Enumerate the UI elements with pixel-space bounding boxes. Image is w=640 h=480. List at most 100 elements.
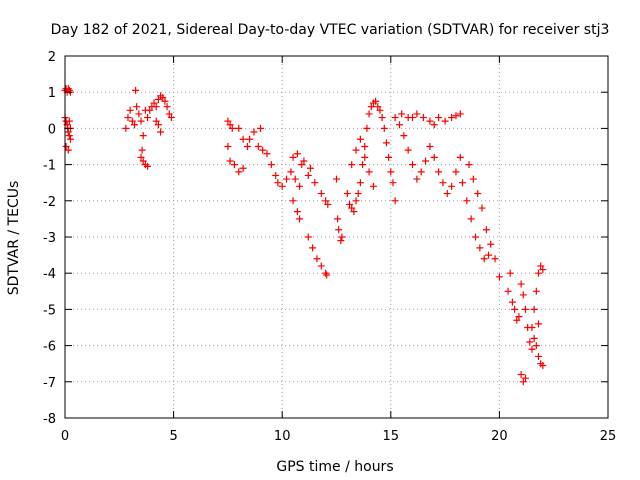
data-point-marker (521, 305, 529, 313)
x-tick-label: 20 (491, 429, 508, 444)
data-point-marker (456, 153, 464, 161)
data-point-marker (126, 106, 134, 114)
data-point-marker (309, 244, 317, 252)
data-point-marker (376, 106, 384, 114)
axis-ticks: 0 5 10 15 20 25 -8 -7 -6 -5 -4 -3 -2 -1 0 1 2 (43, 50, 616, 444)
data-point-marker (289, 197, 297, 205)
data-point-marker (165, 110, 173, 118)
data-point-marker (239, 135, 247, 143)
data-point-marker (372, 97, 380, 105)
data-point-marker (452, 112, 460, 120)
data-point-marker (495, 273, 503, 281)
data-point-marker (537, 262, 545, 270)
data-point-marker (291, 175, 299, 183)
data-point-marker (361, 143, 369, 150)
data-point-marker (476, 244, 484, 252)
data-point-marker (343, 190, 351, 198)
data-point-marker (167, 114, 175, 122)
data-point-marker (367, 103, 375, 111)
data-point-marker (508, 298, 516, 306)
data-point-marker (348, 204, 356, 212)
data-point-marker (511, 305, 519, 313)
data-point-marker (64, 146, 72, 154)
data-point-marker (243, 143, 251, 150)
data-point-marker (146, 106, 154, 114)
data-point-marker (293, 208, 301, 216)
data-point-marker (472, 233, 480, 241)
x-tick-label: 0 (61, 429, 69, 444)
data-point-marker (144, 114, 152, 122)
data-point-marker (296, 215, 304, 223)
data-point-marker (391, 197, 399, 205)
data-point-marker (517, 280, 525, 288)
data-point-marker (478, 204, 486, 212)
data-point-marker (304, 233, 312, 241)
data-point-marker (323, 271, 331, 279)
data-point-marker (456, 110, 464, 118)
data-point-marker (530, 305, 538, 313)
data-point-marker (259, 146, 267, 154)
data-point-marker (389, 179, 397, 187)
data-point-marker (485, 251, 493, 259)
data-point-marker (426, 143, 434, 150)
data-point-marker (387, 168, 395, 176)
x-tick-label: 15 (383, 429, 400, 444)
y-tick-label: -1 (43, 159, 56, 174)
data-point-marker (491, 255, 499, 263)
y-tick-label: -5 (43, 303, 56, 318)
data-point-marker (254, 143, 262, 150)
data-point-marker (230, 161, 238, 169)
data-point-marker (439, 179, 447, 187)
data-point-marker (65, 132, 73, 140)
data-point-marker (267, 161, 275, 169)
data-point-marker (298, 161, 306, 169)
data-point-marker (526, 338, 534, 346)
data-point-marker (250, 128, 258, 136)
data-point-marker (64, 128, 72, 136)
y-tick-label: -8 (43, 412, 56, 427)
data-point-marker (395, 121, 403, 129)
data-point-marker (517, 371, 525, 379)
data-point-marker (363, 124, 371, 132)
data-point-marker (139, 157, 147, 165)
data-point-marker (378, 114, 386, 122)
data-point-marker (226, 157, 234, 165)
data-point-marker (333, 175, 340, 183)
data-point-marker (365, 110, 373, 118)
data-point-marker (534, 352, 542, 360)
data-point-marker (317, 262, 325, 270)
data-points (61, 85, 547, 386)
data-point-marker (398, 110, 406, 118)
data-point-marker (122, 124, 130, 132)
x-tick-label: 5 (169, 429, 177, 444)
data-point-marker (430, 153, 438, 161)
data-point-marker (504, 287, 512, 295)
data-point-marker (337, 237, 345, 245)
data-point-marker (419, 114, 427, 122)
data-point-marker (322, 269, 330, 277)
data-point-marker (365, 168, 373, 176)
data-point-marker (422, 157, 430, 165)
data-point-marker (346, 200, 354, 208)
data-point-marker (283, 175, 291, 183)
y-tick-label: 2 (48, 50, 56, 65)
data-point-marker (137, 153, 145, 161)
data-point-marker (324, 200, 332, 208)
data-point-marker (313, 255, 321, 263)
data-point-marker (256, 124, 264, 132)
data-point-marker (480, 255, 488, 263)
data-point-marker (161, 97, 169, 105)
data-point-marker (467, 215, 475, 223)
y-tick-label: 0 (48, 122, 56, 137)
data-point-marker (513, 316, 521, 324)
y-tick-label: 1 (48, 86, 56, 101)
data-point-marker (235, 124, 243, 132)
data-point-marker (409, 161, 417, 169)
data-point-marker (163, 103, 171, 111)
data-point-marker (352, 197, 360, 205)
data-point-marker (435, 168, 443, 176)
data-point-marker (426, 117, 434, 125)
data-point-marker (296, 182, 304, 190)
data-point-marker (317, 190, 325, 198)
